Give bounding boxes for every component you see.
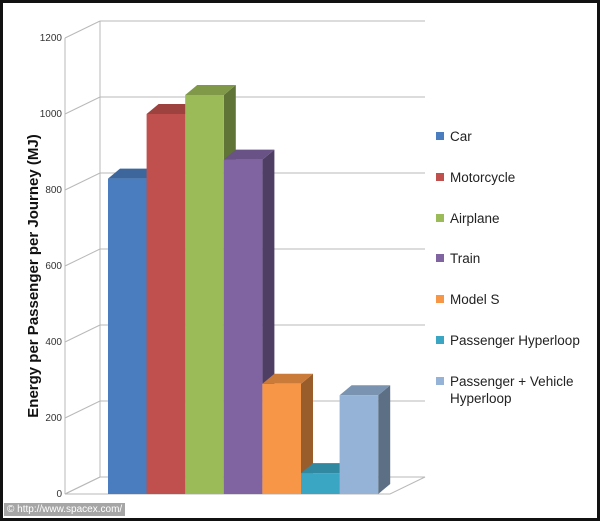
bar [339,395,379,494]
legend-swatch [436,132,444,140]
legend-label-line: Car [450,129,472,144]
bar-top [262,373,313,384]
gridline-side [64,400,101,419]
legend-label-line: Passenger + Vehicle [450,373,574,389]
y-tick-label: 200 [45,413,62,424]
legend-label: Motorcycle [450,169,515,186]
legend-label: Passenger Hyperloop [450,332,580,349]
legend-item: Passenger Hyperloop [430,332,590,373]
legend-label: Airplane [450,210,500,227]
gridline-side [64,96,101,115]
gridline-side [64,248,101,267]
legend-item: Motorcycle [430,169,590,210]
bar [301,473,340,494]
y-tick-label: 1200 [40,33,63,44]
legend-label-line: Hyperloop [450,390,512,406]
y-axis-title: Energy per Passenger per Journey (MJ) [25,134,42,417]
bar [262,383,301,494]
bar-top [146,104,198,114]
legend-swatch [436,295,444,304]
y-tick-label: 600 [45,261,62,272]
legend-swatch [436,376,444,385]
legend-swatch [436,254,444,263]
legend-item: Car [430,128,590,169]
y-tick-label: 400 [45,337,62,348]
bar-top [223,149,275,160]
legend-item: Model S [430,291,590,332]
bar-top [185,85,236,95]
legend-item: Airplane [430,210,590,251]
chart-legend: Car Motorcycle Airplane Train Model S Passeng… [430,128,590,414]
legend-swatch [436,213,444,222]
bar-top [339,385,391,396]
gridline-side [64,172,101,191]
image-credit: © http://www.spacex.com/ [4,503,126,516]
y-tick-label: 800 [45,185,62,196]
bar [146,114,186,494]
bar-side [301,373,313,494]
bar-top [301,463,352,474]
legend-label-line: Passenger Hyperloop [450,332,580,348]
legend-item: Train [430,250,590,291]
bar [185,95,224,494]
legend-label-line: Model S [450,292,500,308]
legend-swatch [436,335,444,344]
gridline-side [64,20,101,39]
legend-item: Passenger + Vehicle Hyperloop [430,373,590,414]
legend-label: Train [450,250,480,267]
legend-label: Model S [450,291,500,308]
bar [223,159,263,494]
legend-label: Passenger + Vehicle Hyperloop [450,373,573,407]
gridline-side [64,324,101,343]
legend-label-line: Motorcycle [450,169,516,185]
gridline-side [64,476,101,495]
y-tick-label: 1000 [40,109,63,120]
bar-side [378,385,391,494]
legend-label: Car [450,128,472,145]
legend-swatch [436,172,444,181]
y-tick-label: 0 [56,489,62,500]
bar-top [108,168,159,179]
legend-label-line: Train [450,251,481,267]
bar [108,178,147,494]
legend-label-line: Airplane [450,210,500,226]
